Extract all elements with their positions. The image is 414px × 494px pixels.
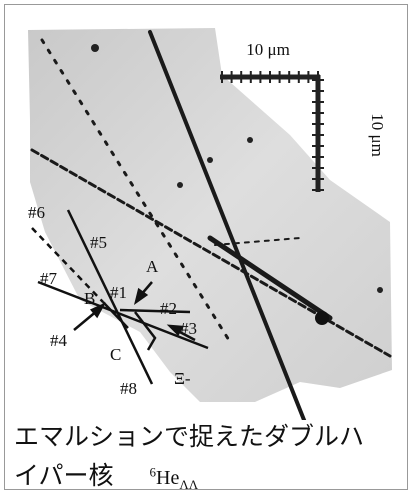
track-label: #5 (90, 233, 107, 252)
track-label: A (146, 257, 159, 276)
isotope: 6HeΛΛ (149, 464, 199, 492)
caption-text: イパー核 (14, 461, 114, 490)
figure: 10 μm 10 μm #6 #5 #7 B #1 A #2 #4 #3 C #8 Ξ- (28, 28, 392, 420)
track-label: #6 (28, 203, 45, 222)
track-label: C (110, 345, 121, 364)
isotope-subscript: ΛΛ (179, 477, 199, 492)
track-label: #4 (50, 331, 68, 350)
track-label: #7 (40, 269, 58, 288)
figure-frame (4, 4, 408, 490)
track-label: B (84, 289, 95, 308)
track-label: #2 (160, 299, 177, 318)
schematic (31, 209, 209, 385)
caption-line: エマルションで捉えたダブルハ (14, 422, 365, 451)
scale-label: 10 μm (368, 113, 387, 157)
emulsion-photo (28, 28, 392, 402)
scale-label: 10 μm (246, 40, 290, 59)
isotope-mass: 6 (149, 464, 157, 480)
caption-line: イパー核 6HeΛΛ (14, 456, 198, 493)
tracks (30, 30, 392, 420)
scale-ticks (221, 71, 324, 191)
track-label: #8 (120, 379, 137, 398)
isotope-symbol: He (156, 467, 180, 489)
track-label: #3 (180, 319, 197, 338)
track-label: Ξ- (174, 369, 191, 388)
track-label: #1 (110, 283, 127, 302)
